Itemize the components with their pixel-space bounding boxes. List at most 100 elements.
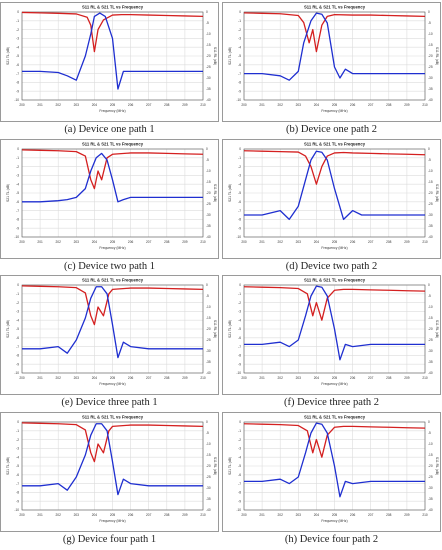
x-tick-label: 200 <box>241 376 247 380</box>
x-tick-label: 200 <box>19 513 25 517</box>
y-left-tick-label: 0 <box>17 283 19 287</box>
y-right-tick-label: -30 <box>206 349 211 353</box>
x-tick-label: 208 <box>164 103 170 107</box>
y-right-tick-label: -10 <box>206 442 211 446</box>
series-line-red <box>243 423 426 458</box>
y-right-tick-label: -5 <box>206 294 209 298</box>
y-right-tick-label: -35 <box>206 497 211 501</box>
grid <box>21 421 204 511</box>
y-right-tick-label: 0 <box>206 283 208 287</box>
y-right-tick-label: -35 <box>206 224 211 228</box>
y-right-axis-label: S11 RL (dB) <box>213 320 217 338</box>
figure-caption: (h) Device four path 2 <box>284 534 379 545</box>
y-left-tick-label: -5 <box>16 327 19 331</box>
chart-frame <box>0 275 219 395</box>
series-line-red <box>21 422 204 463</box>
chart-title: S11 RL & S21 TL vs Frequency <box>82 5 144 10</box>
y-left-tick-label: -10 <box>14 98 19 102</box>
x-tick-label: 209 <box>404 103 410 107</box>
y-left-tick-label: -9 <box>238 89 241 93</box>
x-tick-label: 206 <box>128 376 134 380</box>
y-right-tick-label: -25 <box>206 475 211 479</box>
x-tick-label: 202 <box>56 103 62 107</box>
y-left-tick-label: -6 <box>238 336 241 340</box>
series-line-red <box>21 11 204 53</box>
y-left-axis-label: S21 TL (dB) <box>6 457 10 475</box>
x-tick-label: 208 <box>386 513 392 517</box>
y-left-axis-label: S21 TL (dB) <box>6 320 10 338</box>
y-left-tick-label: -6 <box>16 200 19 204</box>
y-left-tick-label: -10 <box>14 235 19 239</box>
x-tick-label: 210 <box>422 240 428 244</box>
y-right-tick-label: -25 <box>428 202 433 206</box>
x-tick-label: 205 <box>110 103 116 107</box>
x-tick-label: 208 <box>386 103 392 107</box>
y-right-axis-label: S11 RL (dB) <box>213 184 217 202</box>
x-tick-label: 209 <box>404 513 410 517</box>
x-tick-label: 209 <box>182 376 188 380</box>
series-line-blue <box>22 152 203 203</box>
y-right-tick-label: -35 <box>206 87 211 91</box>
y-left-tick-label: -2 <box>238 28 241 32</box>
y-left-tick-label: 0 <box>239 420 241 424</box>
y-right-tick-label: -35 <box>428 87 433 91</box>
y-right-tick-label: -25 <box>206 338 211 342</box>
x-tick-label: 208 <box>386 376 392 380</box>
chart-svg: 200 201 202 203 204 205 206 207 208 209 210 0 -1 -2 -3… <box>222 2 441 122</box>
y-left-tick-label: -6 <box>16 336 19 340</box>
x-tick-label: 207 <box>146 376 152 380</box>
y-right-tick-label: -5 <box>428 431 431 435</box>
plot-area <box>21 421 204 511</box>
series-line-blue <box>244 422 425 498</box>
y-right-tick-label: -15 <box>428 316 433 320</box>
y-left-tick-label: -7 <box>238 482 241 486</box>
y-right-tick-label: -5 <box>206 21 209 25</box>
series-line-blue <box>22 12 203 90</box>
y-right-tick-label: -35 <box>428 224 433 228</box>
x-tick-label: 203 <box>74 240 80 244</box>
chart-frame <box>0 412 219 532</box>
x-tick-label: 210 <box>200 376 206 380</box>
y-right-tick-label: -40 <box>206 508 211 512</box>
y-left-tick-label: -5 <box>238 54 241 58</box>
x-axis-label: Frequency (MHz) <box>321 382 347 386</box>
y-right-tick-label: -25 <box>206 65 211 69</box>
y-left-tick-label: -8 <box>16 218 19 222</box>
x-tick-label: 206 <box>350 376 356 380</box>
y-right-axis-label: S11 RL (dB) <box>435 457 439 475</box>
x-tick-label: 210 <box>200 240 206 244</box>
y-right-axis-label: S11 RL (dB) <box>435 47 439 65</box>
y-left-tick-label: -1 <box>238 19 241 23</box>
series-line-blue <box>22 423 203 496</box>
x-tick-label: 206 <box>128 240 134 244</box>
x-tick-label: 208 <box>164 513 170 517</box>
y-right-tick-label: -20 <box>428 54 433 58</box>
y-right-axis-label: S11 RL (dB) <box>213 47 217 65</box>
y-left-tick-label: -3 <box>16 174 19 178</box>
chart-svg: 200 201 202 203 204 205 206 207 208 209 210 0 -1 -2 -3… <box>0 275 219 395</box>
y-right-tick-label: -5 <box>206 431 209 435</box>
y-left-axis-label: S21 TL (dB) <box>228 457 232 475</box>
chart-svg: 200 201 202 203 204 205 206 207 208 209 210 0 -1 -2 -3… <box>222 275 441 395</box>
y-left-tick-label: -8 <box>238 81 241 85</box>
y-left-tick-label: -2 <box>238 301 241 305</box>
y-left-tick-label: -4 <box>16 455 19 459</box>
chart-svg: 200 201 202 203 204 205 206 207 208 209 210 0 -1 -2 -3… <box>0 412 219 532</box>
chart-svg: 200 201 202 203 204 205 206 207 208 209 210 0 -1 -2 -3… <box>222 139 441 259</box>
y-left-tick-label: 0 <box>17 10 19 14</box>
chart-title: S11 RL & S21 TL vs Frequency <box>82 278 144 283</box>
x-tick-label: 205 <box>332 240 338 244</box>
x-tick-label: 205 <box>110 513 116 517</box>
figure-caption: (d) Device two path 2 <box>285 261 378 272</box>
x-tick-label: 210 <box>422 103 428 107</box>
x-tick-label: 207 <box>146 240 152 244</box>
x-tick-label: 210 <box>200 103 206 107</box>
y-left-tick-label: -8 <box>238 218 241 222</box>
y-right-tick-label: 0 <box>428 147 430 151</box>
chart-title: S11 RL & S21 TL vs Frequency <box>304 415 366 420</box>
y-left-tick-label: -7 <box>16 209 19 213</box>
y-right-tick-label: -30 <box>206 486 211 490</box>
chart-frame <box>0 2 219 122</box>
x-tick-label: 204 <box>314 103 320 107</box>
y-right-tick-label: -10 <box>428 305 433 309</box>
